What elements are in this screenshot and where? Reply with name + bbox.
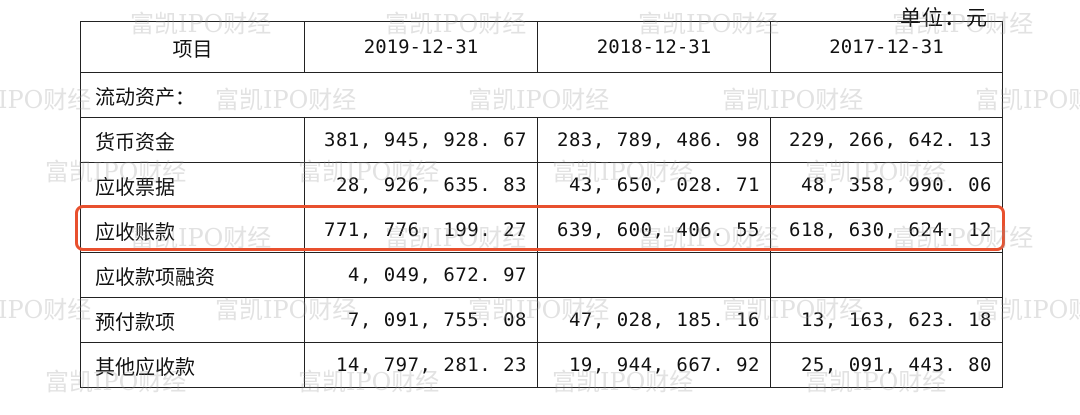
table-row: 预付款项 7, 091, 755. 08 47, 028, 185. 16 13… <box>80 297 1003 343</box>
header-2018: 2018-12-31 <box>537 21 771 73</box>
table-row: 其他应收款 14, 797, 281. 23 19, 944, 667. 92 … <box>80 342 1003 388</box>
row-value-2017: 25, 091, 443. 80 <box>770 342 1003 388</box>
header-2019: 2019-12-31 <box>304 21 538 73</box>
watermark: 富凯IPO财经 <box>0 296 92 324</box>
row-value-2017 <box>770 252 1003 298</box>
row-value-2018: 43, 650, 028. 71 <box>537 162 771 208</box>
row-value-2019: 14, 797, 281. 23 <box>304 342 538 388</box>
row-value-2018: 19, 944, 667. 92 <box>537 342 771 388</box>
row-value-2019: 7, 091, 755. 08 <box>304 297 538 343</box>
row-value-2018: 283, 789, 486. 98 <box>537 117 771 163</box>
row-item-label: 货币资金 <box>80 117 305 163</box>
table-row: 应收款项融资 4, 049, 672. 97 <box>80 252 1003 298</box>
table-row-highlighted: 应收账款 771, 776, 199. 27 639, 600, 406. 55… <box>80 207 1003 253</box>
header-item: 项目 <box>80 21 305 73</box>
table-row: 应收票据 28, 926, 635. 83 43, 650, 028. 71 4… <box>80 162 1003 208</box>
row-value-2018: 47, 028, 185. 16 <box>537 297 771 343</box>
section-label: 流动资产： <box>80 72 1003 118</box>
row-item-label: 预付款项 <box>80 297 305 343</box>
row-value-2017: 48, 358, 990. 06 <box>770 162 1003 208</box>
row-item-label: 应收款项融资 <box>80 252 305 298</box>
table-header-row: 项目 2019-12-31 2018-12-31 2017-12-31 <box>80 21 1003 73</box>
row-value-2019: 28, 926, 635. 83 <box>304 162 538 208</box>
row-value-2019: 4, 049, 672. 97 <box>304 252 538 298</box>
row-value-2018: 639, 600, 406. 55 <box>537 207 771 253</box>
row-value-2019: 381, 945, 928. 67 <box>304 117 538 163</box>
header-2017: 2017-12-31 <box>770 21 1003 73</box>
watermark: 富凯IPO财经 <box>0 86 92 114</box>
balance-sheet-table: 项目 2019-12-31 2018-12-31 2017-12-31 流动资产… <box>80 21 1003 388</box>
row-value-2017: 229, 266, 642. 13 <box>770 117 1003 163</box>
row-item-label: 其他应收款 <box>80 342 305 388</box>
row-item-label: 应收票据 <box>80 162 305 208</box>
row-value-2019: 771, 776, 199. 27 <box>304 207 538 253</box>
row-value-2018 <box>537 252 771 298</box>
section-row: 流动资产： <box>80 72 1003 118</box>
row-value-2017: 618, 630, 624. 12 <box>770 207 1003 253</box>
row-value-2017: 13, 163, 623. 18 <box>770 297 1003 343</box>
table-row: 货币资金 381, 945, 928. 67 283, 789, 486. 98… <box>80 117 1003 163</box>
unit-label: 单位：元 <box>900 6 988 30</box>
row-item-label: 应收账款 <box>80 207 305 253</box>
